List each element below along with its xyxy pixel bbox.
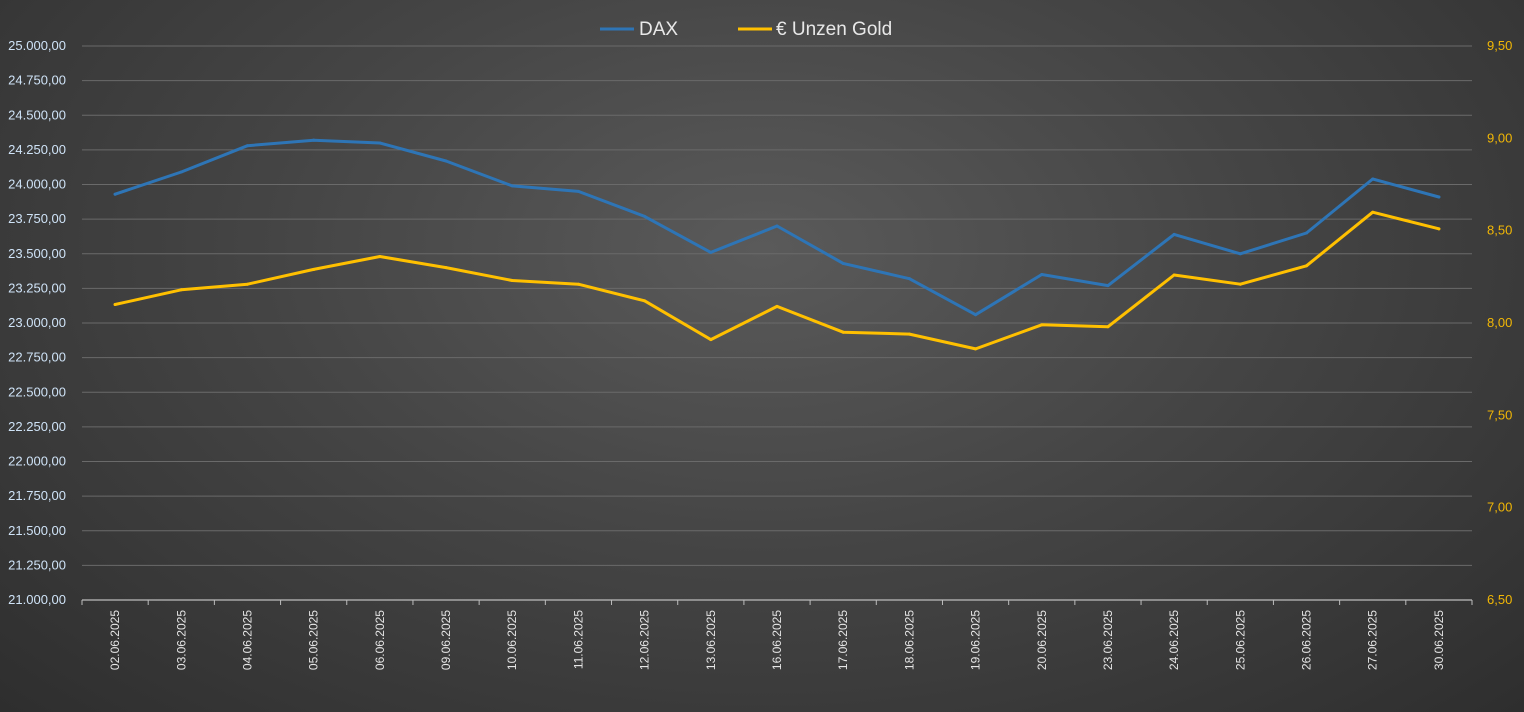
legend-label-dax: DAX: [639, 19, 678, 40]
data-point: [1172, 232, 1176, 236]
left-tick-label: 22.250,00: [8, 419, 66, 434]
left-tick-label: 23.500,00: [8, 246, 66, 261]
data-point: [643, 214, 647, 218]
right-axis-ticks: 6,50 7,00 7,50 8,00 8,50 9,00 9,50: [1487, 38, 1512, 607]
data-point: [510, 279, 514, 283]
left-tick-label: 21.750,00: [8, 488, 66, 503]
x-tick-label: 10.06.2025: [505, 610, 519, 670]
x-tick-label: 18.06.2025: [902, 610, 916, 670]
x-tick-label: 05.06.2025: [307, 610, 321, 670]
x-tick-label: 06.06.2025: [373, 610, 387, 670]
left-tick-label: 24.750,00: [8, 73, 66, 88]
data-point: [1040, 273, 1044, 277]
data-point: [179, 170, 183, 174]
data-point: [444, 266, 448, 270]
data-point: [709, 338, 713, 342]
x-tick-label: 03.06.2025: [174, 610, 188, 670]
data-point: [444, 159, 448, 163]
data-point: [907, 332, 911, 336]
left-tick-label: 22.500,00: [8, 384, 66, 399]
left-tick-label: 24.500,00: [8, 107, 66, 122]
x-tick-label: 13.06.2025: [704, 610, 718, 670]
gridlines: [82, 45, 1472, 566]
data-point: [1238, 282, 1242, 286]
x-tick-label: 09.06.2025: [439, 610, 453, 670]
data-point: [841, 330, 845, 334]
x-tick-label: 30.06.2025: [1432, 610, 1446, 670]
series-lines: [113, 138, 1441, 351]
data-point: [576, 282, 580, 286]
x-tick-label: 16.06.2025: [770, 610, 784, 670]
data-point: [1172, 273, 1176, 277]
x-tick-label: 17.06.2025: [836, 610, 850, 670]
data-point: [1106, 284, 1110, 288]
data-point: [974, 313, 978, 317]
series-line-gold: [113, 210, 1441, 351]
data-point: [378, 141, 382, 145]
x-tick-label: 12.06.2025: [638, 610, 652, 670]
data-point: [1437, 195, 1441, 199]
right-tick-label: 9,50: [1487, 38, 1512, 53]
data-point: [179, 288, 183, 292]
x-tick-label: 25.06.2025: [1233, 610, 1247, 670]
data-point: [1238, 252, 1242, 256]
x-tick-label: 27.06.2025: [1366, 610, 1380, 670]
left-tick-label: 25.000,00: [8, 38, 66, 53]
left-tick-label: 21.000,00: [8, 592, 66, 607]
legend-label-gold: € Unzen Gold: [776, 19, 892, 40]
left-tick-label: 24.000,00: [8, 177, 66, 192]
x-tick-label: 11.06.2025: [571, 610, 585, 669]
data-point: [378, 255, 382, 259]
left-tick-label: 24.250,00: [8, 142, 66, 157]
left-tick-label: 23.000,00: [8, 315, 66, 330]
data-point: [113, 303, 117, 307]
data-point: [1305, 264, 1309, 268]
data-point: [1040, 323, 1044, 327]
data-point: [907, 277, 911, 281]
right-tick-label: 9,00: [1487, 130, 1512, 145]
data-point: [312, 138, 316, 142]
data-point: [643, 299, 647, 303]
right-tick-label: 6,50: [1487, 592, 1512, 607]
data-point: [576, 189, 580, 193]
data-point: [245, 282, 249, 286]
left-tick-label: 23.250,00: [8, 280, 66, 295]
data-point: [510, 184, 514, 188]
x-tick-label: 02.06.2025: [108, 610, 122, 670]
right-tick-label: 7,00: [1487, 500, 1512, 515]
x-tick-label: 04.06.2025: [240, 610, 254, 670]
x-axis: 02.06.2025 03.06.2025 04.06.2025 05.06.2025…: [81, 599, 1473, 670]
data-point: [1106, 325, 1110, 329]
x-tick-label: 19.06.2025: [969, 610, 983, 670]
data-point: [974, 347, 978, 351]
data-point: [1371, 210, 1375, 214]
x-tick-label: 24.06.2025: [1167, 610, 1181, 670]
left-tick-label: 22.000,00: [8, 454, 66, 469]
left-tick-label: 23.750,00: [8, 211, 66, 226]
left-tick-label: 22.750,00: [8, 350, 66, 365]
right-tick-label: 7,50: [1487, 407, 1512, 422]
right-tick-label: 8,50: [1487, 223, 1512, 238]
data-point: [1437, 227, 1441, 231]
x-tick-label: 20.06.2025: [1035, 610, 1049, 670]
x-tick-label: 23.06.2025: [1101, 610, 1115, 670]
left-axis-ticks: 21.000,00 21.250,00 21.500,00 21.750,00 22.0…: [8, 38, 66, 607]
left-tick-label: 21.500,00: [8, 523, 66, 538]
data-point: [775, 304, 779, 308]
data-point: [245, 144, 249, 148]
data-point: [312, 267, 316, 271]
data-point: [113, 192, 117, 196]
data-point: [1305, 231, 1309, 235]
data-point: [1371, 177, 1375, 181]
legend: DAX € Unzen Gold: [600, 19, 892, 40]
data-point: [841, 261, 845, 265]
left-tick-label: 21.250,00: [8, 557, 66, 572]
right-tick-label: 8,00: [1487, 315, 1512, 330]
x-tick-label: 26.06.2025: [1300, 610, 1314, 670]
data-point: [709, 250, 713, 254]
data-point: [775, 224, 779, 228]
